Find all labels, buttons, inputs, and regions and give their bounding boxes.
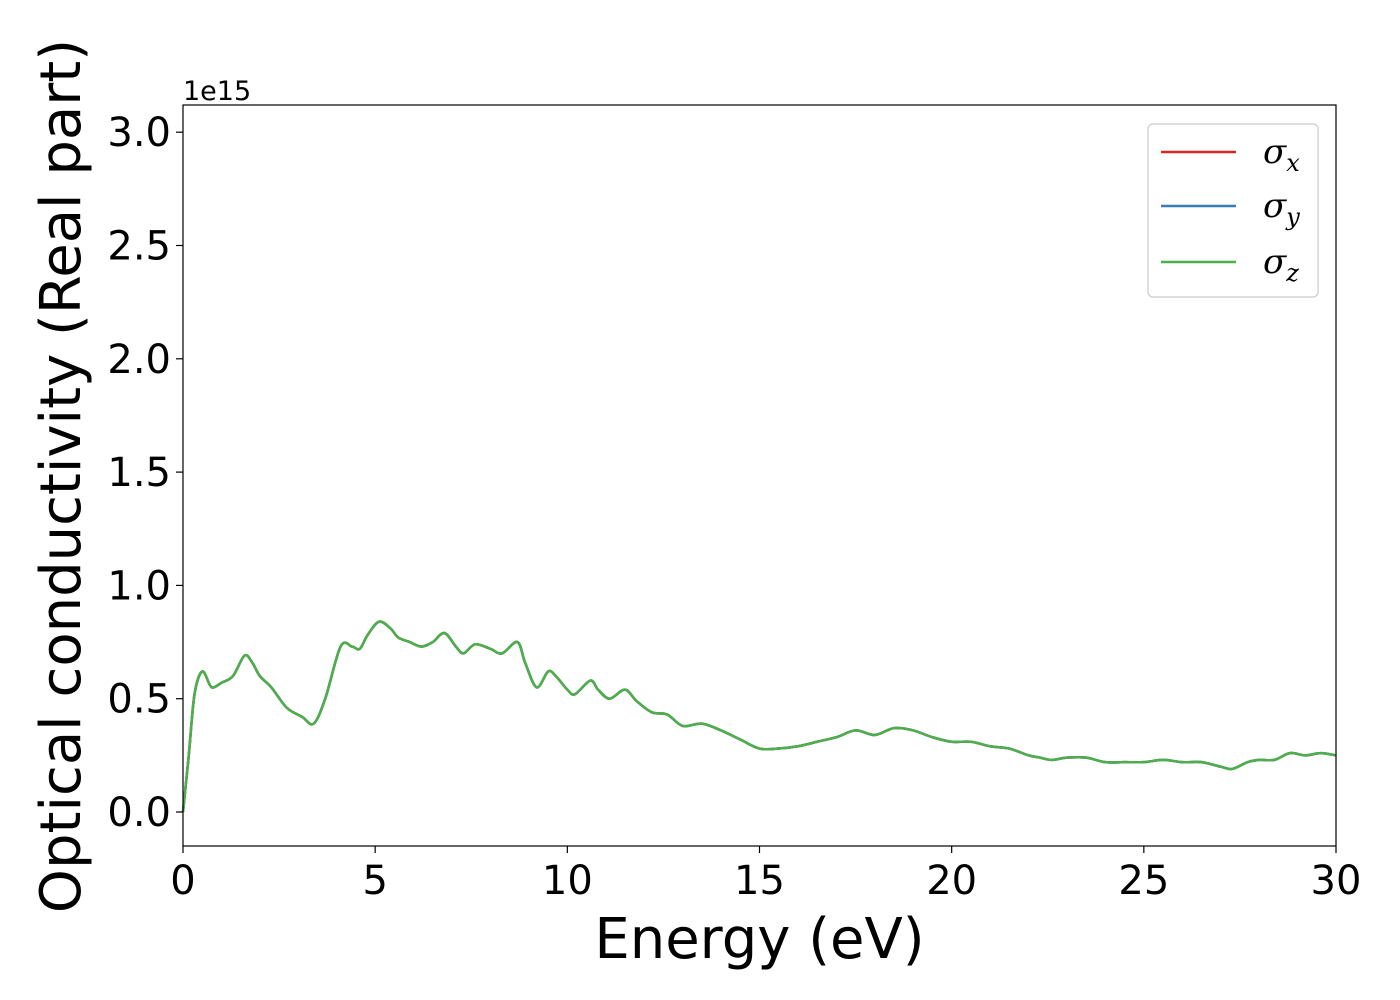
y-axis-ticks: 0.0 0.5 1.0 1.5 2.0 2.5 3.0 — [107, 110, 183, 836]
y-tick-label: 1.5 — [107, 450, 171, 496]
legend-box — [1147, 123, 1319, 298]
legend-entries: σx σy σz — [1161, 132, 1300, 287]
x-axis-ticks: 0 5 10 15 20 25 30 — [170, 846, 1361, 904]
x-tick-label: 25 — [1118, 858, 1169, 904]
x-tick-label: 10 — [542, 858, 593, 904]
y-axis-label: Optical conductivity (Real part) — [29, 39, 94, 913]
y-tick-label: 2.0 — [107, 337, 171, 383]
x-tick-label: 0 — [170, 858, 195, 904]
series-line-z — [181, 620, 1337, 813]
series-layer — [181, 620, 1337, 813]
x-axis-label: Energy (eV) — [594, 907, 924, 972]
y-offset-label: 1e15 — [183, 76, 251, 107]
y-tick-label: 0.5 — [107, 677, 171, 723]
x-tick-label: 20 — [926, 858, 977, 904]
x-tick-label: 15 — [734, 858, 785, 904]
y-tick-label: 3.0 — [107, 110, 171, 156]
legend-label-y: σy — [1263, 186, 1300, 231]
legend-label-z: σz — [1263, 242, 1299, 287]
y-tick-label: 2.5 — [107, 223, 171, 269]
legend-label-x: σx — [1263, 132, 1300, 177]
x-tick-label: 30 — [1311, 858, 1362, 904]
y-tick-label: 1.0 — [107, 563, 171, 609]
legend: σx σy σz — [1147, 123, 1319, 298]
x-tick-label: 5 — [362, 858, 387, 904]
y-tick-label: 0.0 — [107, 790, 171, 836]
